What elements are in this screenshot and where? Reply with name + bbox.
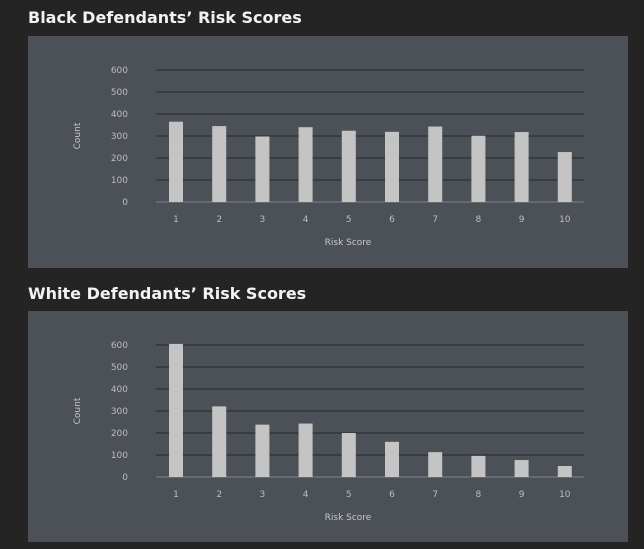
x-tick-label-black: 2 bbox=[216, 215, 222, 225]
bar-chart-white: 0 100 200 300 400 500 600 1 2 3 4 5 6 7 8 9 10 Risk Score… bbox=[73, 341, 584, 523]
y-tick-label-black: 200 bbox=[111, 154, 128, 164]
bar-white-10 bbox=[557, 466, 572, 477]
x-tick-label-black: 3 bbox=[260, 215, 266, 225]
bar-white-1 bbox=[169, 343, 183, 477]
x-axis-title-white: Risk Score bbox=[325, 513, 372, 523]
x-tick-label-black: 6 bbox=[389, 215, 395, 225]
x-tick-label-black: 5 bbox=[346, 215, 352, 225]
x-tick-label-black: 1 bbox=[173, 215, 179, 225]
bar-white-2 bbox=[212, 406, 227, 477]
y-tick-label-black: 100 bbox=[111, 176, 128, 186]
bar-chart-black: 0 100 200 300 400 500 600 1 2 3 4 5 6 7 8 9 10 Risk Score… bbox=[73, 66, 584, 248]
y-tick-label-black: 600 bbox=[111, 66, 128, 76]
bar-black-2 bbox=[212, 126, 227, 202]
y-tick-label-white: 500 bbox=[111, 363, 128, 373]
x-tick-label-white: 5 bbox=[346, 490, 352, 500]
y-tick-label-black: 300 bbox=[111, 132, 128, 142]
y-tick-label-white: 400 bbox=[111, 385, 128, 395]
bar-white-7 bbox=[428, 452, 443, 477]
bar-black-5 bbox=[341, 130, 356, 202]
y-axis-title-black: Count bbox=[73, 122, 83, 149]
y-tick-label-black: 0 bbox=[122, 198, 128, 208]
y-tick-label-black: 400 bbox=[111, 110, 128, 120]
y-tick-label-white: 300 bbox=[111, 407, 128, 417]
x-tick-label-white: 10 bbox=[559, 490, 571, 500]
bar-black-6 bbox=[385, 131, 399, 202]
x-tick-label-white: 2 bbox=[216, 490, 222, 500]
bar-white-3 bbox=[255, 424, 270, 477]
bar-white-6 bbox=[385, 441, 399, 477]
x-tick-label-white: 7 bbox=[432, 490, 438, 500]
bar-black-3 bbox=[255, 136, 270, 202]
x-tick-label-black: 7 bbox=[432, 215, 438, 225]
x-tick-label-white: 8 bbox=[476, 490, 482, 500]
bar-black-8 bbox=[471, 135, 486, 202]
bar-black-10 bbox=[557, 152, 572, 202]
y-tick-label-white: 200 bbox=[111, 429, 128, 439]
x-tick-label-black: 10 bbox=[559, 215, 571, 225]
chart-panel-black: 0 100 200 300 400 500 600 1 2 3 4 5 6 7 8 9 10 Risk Score… bbox=[28, 36, 628, 268]
bar-white-9 bbox=[514, 460, 529, 477]
x-tick-label-black: 9 bbox=[519, 215, 525, 225]
x-tick-label-black: 4 bbox=[303, 215, 309, 225]
y-tick-label-white: 0 bbox=[122, 473, 128, 483]
chart-panel-white: 0 100 200 300 400 500 600 1 2 3 4 5 6 7 8 9 10 Risk Score… bbox=[28, 311, 628, 542]
bar-black-1 bbox=[169, 121, 183, 202]
y-axis-title-white: Count bbox=[73, 397, 83, 424]
x-tick-label-white: 9 bbox=[519, 490, 525, 500]
bar-white-5 bbox=[341, 433, 356, 477]
x-tick-label-white: 4 bbox=[303, 490, 309, 500]
x-tick-label-white: 1 bbox=[173, 490, 179, 500]
y-tick-label-white: 600 bbox=[111, 341, 128, 351]
x-tick-label-black: 8 bbox=[476, 215, 482, 225]
chart-title-black: Black Defendants’ Risk Scores bbox=[28, 8, 302, 27]
bar-black-7 bbox=[428, 126, 443, 202]
bar-white-8 bbox=[471, 455, 486, 477]
x-tick-label-white: 6 bbox=[389, 490, 395, 500]
bar-white-4 bbox=[298, 423, 313, 477]
x-axis-title-black: Risk Score bbox=[325, 238, 372, 248]
y-tick-label-white: 100 bbox=[111, 451, 128, 461]
bar-black-4 bbox=[298, 127, 313, 202]
bar-black-9 bbox=[514, 132, 529, 202]
chart-title-white: White Defendants’ Risk Scores bbox=[28, 284, 307, 303]
x-tick-label-white: 3 bbox=[260, 490, 266, 500]
y-tick-label-black: 500 bbox=[111, 88, 128, 98]
